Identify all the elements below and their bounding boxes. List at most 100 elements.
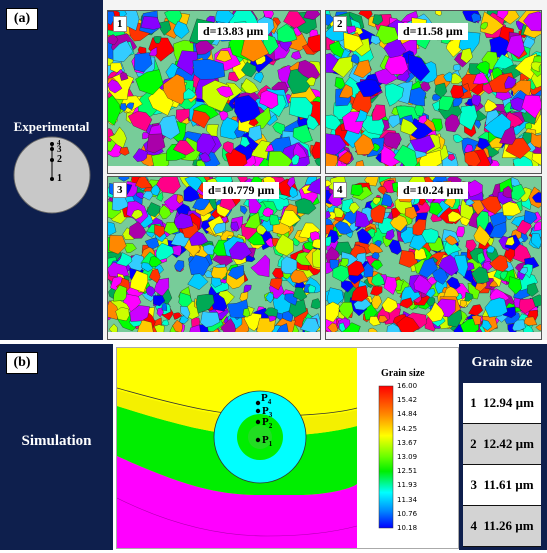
grain	[398, 250, 419, 268]
grain	[399, 297, 414, 309]
grain	[187, 273, 209, 291]
grain	[465, 198, 475, 206]
table-row-2: 2 12.42 µm	[463, 424, 541, 465]
grain	[535, 324, 541, 331]
grain	[444, 235, 458, 246]
grain	[306, 177, 320, 195]
grain	[115, 307, 130, 322]
ebsd-scalebar-1	[108, 166, 320, 173]
grain	[380, 192, 393, 208]
grain	[174, 212, 194, 229]
grain	[350, 285, 369, 302]
grain	[253, 71, 264, 84]
grain	[292, 287, 308, 301]
grain	[326, 114, 342, 131]
grain	[459, 105, 478, 131]
grain	[326, 133, 347, 156]
grain	[286, 177, 296, 188]
grain	[326, 152, 338, 166]
ebsd-number-3: 3	[113, 182, 127, 198]
grain	[473, 224, 491, 247]
grain	[156, 177, 181, 194]
grain	[338, 302, 354, 320]
grain	[477, 252, 486, 265]
grain	[288, 97, 313, 120]
grain	[489, 254, 509, 272]
p3-marker	[255, 408, 261, 414]
grain	[413, 274, 433, 295]
legend-tick-label: 11.93	[397, 481, 418, 490]
grain	[459, 300, 468, 308]
grain	[156, 191, 164, 202]
grain	[314, 157, 320, 166]
grain	[108, 300, 120, 320]
grain	[127, 111, 153, 132]
ebsd-scalebar-3	[108, 332, 320, 339]
grain	[243, 312, 262, 332]
grain	[290, 269, 309, 284]
grain	[348, 202, 360, 215]
table-row-4-value: 11.26 µm	[483, 518, 534, 533]
grain	[370, 204, 386, 224]
panel-b-sidebar	[0, 344, 113, 550]
grain	[259, 90, 279, 110]
grain	[356, 228, 373, 245]
grain	[240, 37, 270, 62]
grain	[408, 54, 430, 82]
ebsd-grain-size-3: d=10.779 µm	[203, 182, 280, 199]
grain	[159, 204, 172, 220]
grain	[380, 143, 402, 166]
grain	[355, 79, 382, 97]
grain	[149, 256, 163, 267]
grain	[112, 40, 134, 62]
grain	[240, 205, 248, 215]
grain	[345, 25, 357, 35]
ebsd-map-1: 1 d=13.83 µm	[107, 10, 321, 174]
grain	[326, 301, 340, 323]
grain	[256, 223, 267, 236]
grain	[268, 315, 277, 322]
grain	[488, 280, 499, 288]
grain	[269, 278, 283, 291]
grain	[132, 148, 148, 162]
grain	[256, 317, 277, 332]
grain	[329, 40, 345, 58]
table-row-4: 4 11.26 µm	[463, 506, 541, 547]
point-1-marker	[50, 177, 54, 181]
grain	[371, 252, 380, 260]
grain	[218, 110, 229, 121]
grain	[135, 177, 153, 189]
grain	[530, 132, 541, 149]
grain	[381, 296, 398, 314]
point-4-marker	[50, 142, 54, 146]
grain	[263, 11, 274, 19]
grain	[119, 146, 130, 156]
grain	[414, 104, 425, 117]
grain	[203, 244, 215, 256]
grain	[384, 52, 409, 75]
grain	[146, 133, 166, 154]
grain	[250, 254, 270, 278]
grain	[161, 319, 170, 327]
grain	[290, 50, 302, 60]
grain	[474, 119, 482, 129]
grain	[471, 315, 482, 326]
grain	[481, 319, 493, 331]
grain	[444, 114, 461, 133]
legend-tick-label: 11.34	[397, 495, 418, 504]
grain	[163, 73, 187, 105]
grain	[505, 34, 525, 58]
grain	[446, 276, 461, 290]
grain	[130, 270, 148, 293]
grain	[373, 240, 382, 248]
grain	[173, 312, 183, 320]
grain	[135, 69, 164, 95]
grain	[303, 11, 320, 20]
grain	[391, 207, 401, 219]
grain	[142, 131, 152, 140]
grain	[531, 153, 541, 166]
grain	[269, 214, 281, 226]
grain	[189, 231, 209, 246]
grain	[505, 236, 515, 246]
grain	[148, 268, 161, 284]
